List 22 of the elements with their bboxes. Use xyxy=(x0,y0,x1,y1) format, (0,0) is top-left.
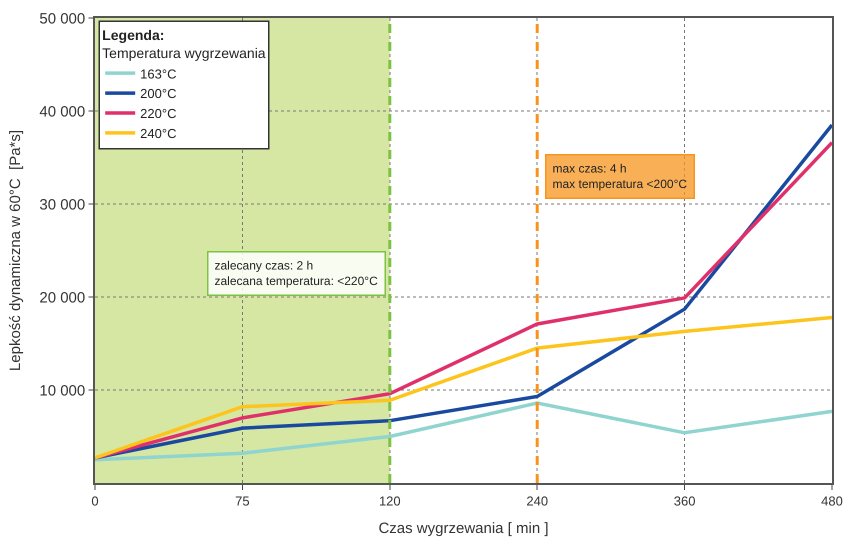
line-series xyxy=(95,401,832,462)
x-axis-title: Czas wygrzewania [ min ] xyxy=(378,520,549,537)
x-tick-label: 0 xyxy=(91,493,99,508)
annotation: zalecany czas: 2 h zalecana temperatura: <220°C xyxy=(214,258,378,288)
x-tick-label: 75 xyxy=(235,493,250,508)
legend-label: 220°C xyxy=(140,106,176,122)
annotation: max czas: 4 h max temperatura <200°C xyxy=(552,162,688,192)
legend-label: 163°C xyxy=(140,66,176,82)
x-tick-label: 480 xyxy=(821,493,843,508)
y-tick-label: 30 000 xyxy=(39,196,86,214)
line-series xyxy=(95,316,832,460)
y-tick-label: 10 000 xyxy=(39,382,86,400)
y-axis-title: Lepkość dynamiczna w 60°C [Pa*s] xyxy=(7,130,24,372)
y-tick-label: 40 000 xyxy=(39,103,86,120)
y-tick-label: 20 000 xyxy=(39,289,86,306)
legend-label: 240°C xyxy=(140,126,176,141)
legend-title: Legenda: Temperatura wygrzewania xyxy=(102,27,266,62)
x-tick-label: 120 xyxy=(378,493,401,508)
y-tick-label: 50 000 xyxy=(39,10,86,28)
legend-label: 200°C xyxy=(140,86,176,102)
x-tick-label: 360 xyxy=(674,493,696,508)
x-tick-label: 240 xyxy=(526,493,548,508)
